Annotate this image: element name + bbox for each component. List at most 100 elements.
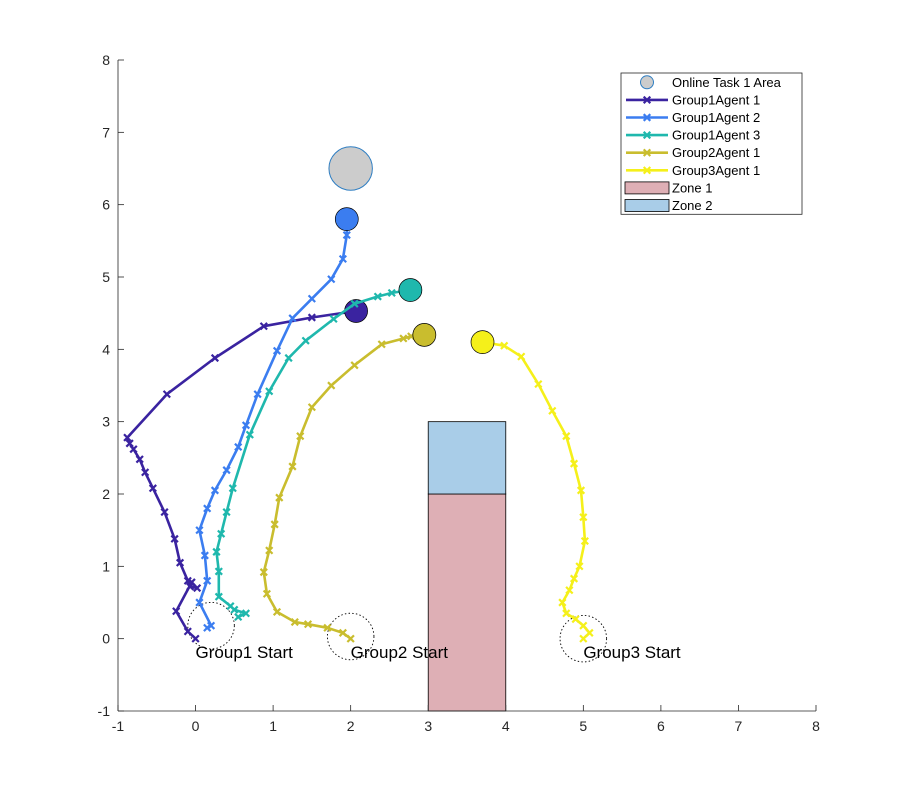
start-ring-3 [559, 614, 608, 663]
zone-zone-2 [427, 421, 507, 495]
legend-item-zone-1: Zone 1 [624, 180, 712, 195]
series-marker [327, 381, 336, 390]
x-tick-label: 3 [424, 718, 432, 734]
series-marker [307, 313, 316, 322]
series-marker [125, 439, 134, 448]
series-marker [175, 558, 185, 567]
annotation-group1-start: Group1 Start [196, 643, 294, 662]
series-marker [253, 390, 262, 399]
series-marker [399, 334, 408, 343]
series-marker [203, 623, 212, 632]
legend-label: Group1Agent 1 [672, 92, 760, 107]
series-marker [284, 353, 293, 363]
series-marker [272, 607, 282, 616]
y-tick-label: 2 [102, 486, 110, 502]
series-marker [307, 403, 316, 412]
series-marker [579, 621, 588, 630]
series-marker [307, 294, 316, 303]
series-marker [212, 547, 221, 556]
series-marker [338, 254, 347, 263]
series-marker [234, 442, 243, 452]
series-marker [270, 520, 279, 529]
series-marker [210, 353, 220, 363]
legend-item-group1agent-2: Group1Agent 2 [626, 110, 760, 125]
series-marker [241, 421, 251, 430]
series-marker [206, 621, 216, 630]
series-marker [534, 379, 543, 389]
x-tick-label: 4 [502, 718, 510, 734]
series-marker [575, 562, 584, 571]
series-group3agent-1 [470, 330, 594, 643]
series-marker [342, 230, 351, 240]
task-area-circle [328, 146, 373, 191]
series-marker [214, 592, 223, 601]
series-marker [275, 493, 284, 502]
series-marker [210, 486, 220, 495]
legend-label: Group1Agent 3 [672, 128, 760, 143]
x-tick-label: 5 [579, 718, 587, 734]
series-marker [193, 583, 202, 593]
x-tick-label: 8 [812, 718, 820, 734]
series-marker [579, 634, 588, 643]
series-marker [580, 536, 589, 546]
series-marker [517, 352, 526, 361]
legend-swatch [640, 75, 654, 90]
series-marker [338, 628, 347, 637]
y-tick-label: 1 [102, 558, 110, 574]
series-marker [323, 623, 332, 632]
y-tick-label: 5 [102, 269, 110, 285]
series-marker [141, 468, 150, 477]
series-marker [191, 634, 200, 643]
series-marker [350, 299, 359, 308]
series-marker [558, 598, 567, 607]
legend-label: Group2Agent 1 [672, 145, 760, 160]
axes: -1 0 1 2 3 4 5 6 7 8 -1 0 1 2 3 4 5 6 7 8 [98, 52, 821, 734]
series-marker [327, 275, 336, 284]
series-marker [183, 627, 192, 636]
start-ring-2 [326, 612, 375, 661]
series-marker [245, 430, 254, 439]
start-ring-1 [187, 601, 235, 650]
series-marker [183, 576, 192, 585]
agent-end-marker [334, 207, 359, 231]
series-marker [228, 484, 237, 493]
series-marker [195, 526, 204, 535]
series-marker [170, 534, 179, 543]
series-marker [290, 617, 299, 627]
series-marker [129, 445, 138, 454]
series-marker [562, 609, 571, 618]
legend-swatch [624, 181, 670, 195]
x-tick-label: -1 [112, 718, 125, 734]
series-marker [585, 628, 594, 637]
series-marker [350, 361, 359, 370]
series-marker [548, 406, 557, 415]
series-marker [195, 598, 204, 607]
x-tick-label: 2 [347, 718, 355, 734]
series-marker [565, 586, 574, 595]
x-tick-label: 6 [657, 718, 665, 734]
legend-item-group2agent-1: Group2Agent 1 [626, 145, 760, 160]
series-marker [259, 322, 268, 331]
legend-label: Group3Agent 1 [672, 163, 760, 178]
series-marker [123, 433, 132, 442]
series-marker [569, 459, 579, 468]
series-marker [387, 288, 396, 297]
y-tick-label: 6 [102, 197, 110, 213]
series-marker [329, 314, 338, 324]
y-tick-label: 3 [102, 414, 110, 430]
series-marker [303, 620, 313, 629]
series-marker [288, 314, 297, 323]
series-marker [226, 602, 235, 611]
series-marker [377, 340, 386, 349]
series-marker [569, 574, 579, 583]
series-marker [222, 466, 231, 475]
series-group1agent-3 [212, 278, 423, 622]
series-marker [162, 390, 171, 399]
x-tick-label: 7 [735, 718, 743, 734]
y-tick-label: 8 [102, 52, 110, 68]
y-tick-label: 0 [102, 631, 110, 647]
x-tick-label: 0 [192, 718, 200, 734]
legend-item-group3agent-1: Group3Agent 1 [626, 163, 760, 178]
series-marker [234, 612, 243, 622]
